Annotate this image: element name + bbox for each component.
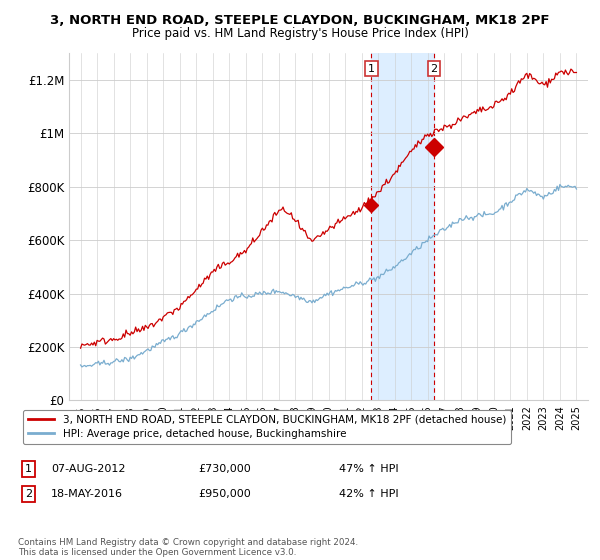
- Text: 42% ↑ HPI: 42% ↑ HPI: [339, 489, 398, 499]
- Bar: [371, 53, 434, 400]
- Text: 3, NORTH END ROAD, STEEPLE CLAYDON, BUCKINGHAM, MK18 2PF: 3, NORTH END ROAD, STEEPLE CLAYDON, BUCK…: [50, 14, 550, 27]
- Text: 1: 1: [368, 64, 375, 73]
- Text: 07-AUG-2012: 07-AUG-2012: [51, 464, 125, 474]
- Text: 47% ↑ HPI: 47% ↑ HPI: [339, 464, 398, 474]
- Text: Contains HM Land Registry data © Crown copyright and database right 2024.
This d: Contains HM Land Registry data © Crown c…: [18, 538, 358, 557]
- Text: £950,000: £950,000: [198, 489, 251, 499]
- Legend: 3, NORTH END ROAD, STEEPLE CLAYDON, BUCKINGHAM, MK18 2PF (detached house), HPI: : 3, NORTH END ROAD, STEEPLE CLAYDON, BUCK…: [23, 410, 511, 444]
- Text: 2: 2: [25, 489, 32, 499]
- Text: 18-MAY-2016: 18-MAY-2016: [51, 489, 123, 499]
- Text: Price paid vs. HM Land Registry's House Price Index (HPI): Price paid vs. HM Land Registry's House …: [131, 27, 469, 40]
- Text: 2: 2: [430, 64, 437, 73]
- Text: £730,000: £730,000: [198, 464, 251, 474]
- Text: 1: 1: [25, 464, 32, 474]
